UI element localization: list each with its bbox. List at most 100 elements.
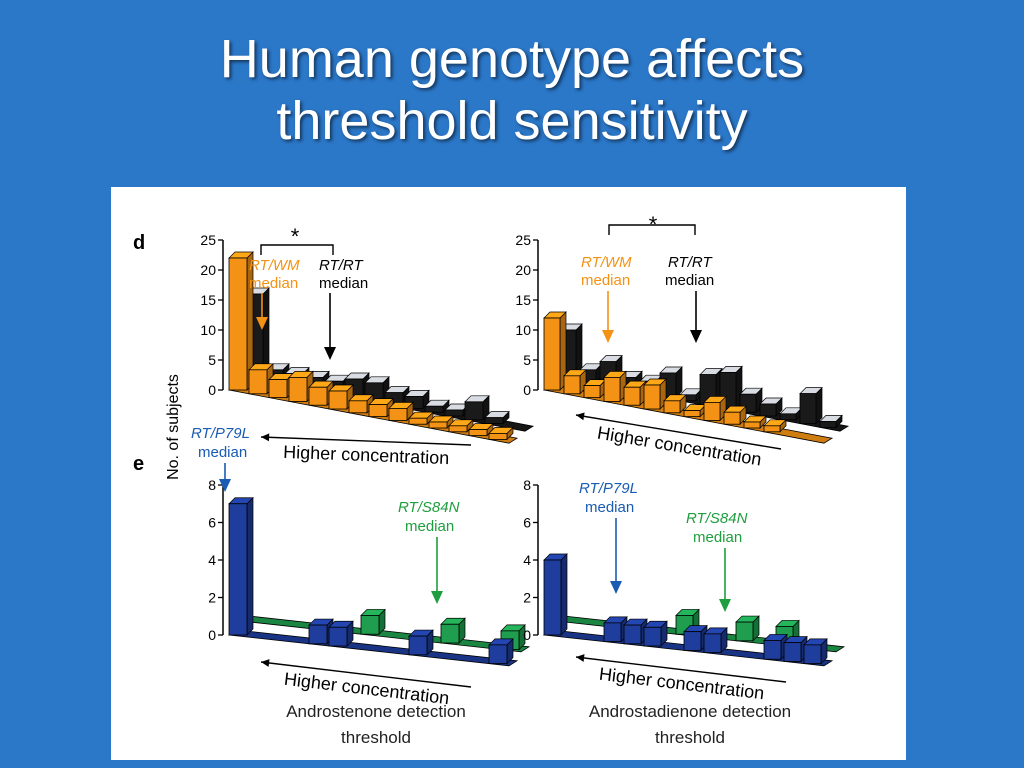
bar-rt-p79l (683, 624, 708, 652)
bar-front (468, 429, 488, 437)
significance-star-d-left: * (291, 224, 300, 249)
bar-front (408, 635, 428, 656)
bar-rt-wm (643, 378, 667, 410)
rt-p79l-median-e-left: median (198, 444, 247, 461)
bar-rt-wm (583, 378, 607, 399)
right-caption-line-1: Androstadienone detection (589, 702, 791, 721)
bar-front (743, 421, 761, 429)
y-tick-label: 20 (200, 262, 216, 278)
rt-s84n-median-e-left: median (405, 518, 454, 535)
bar-front (623, 386, 641, 406)
chart-d-right: 0 5 10 15 20 25 Higher concentration (515, 232, 850, 470)
bar-front (488, 432, 508, 440)
bar-rt-wm (368, 397, 394, 418)
bar-rt-p79l (803, 638, 828, 665)
bar-front (308, 386, 328, 406)
rt-wm-label-d-left: RT/WM (249, 257, 300, 274)
bar-front (663, 400, 681, 414)
slide-title-line-1: Human genotype affects (219, 29, 805, 89)
bar-rt-wm (603, 370, 627, 403)
significance-star-d-right: * (649, 212, 658, 237)
bar-front (603, 376, 621, 402)
x-axis-arrow-line (575, 414, 782, 450)
bar-front (779, 413, 797, 421)
bar-front (723, 411, 741, 425)
slide-title-line-2: threshold sensitivity (276, 91, 748, 151)
rt-p79l-arrowhead-e-left (219, 479, 231, 492)
bar-front (759, 403, 777, 417)
bar-front (440, 623, 460, 644)
bar-front (783, 642, 802, 662)
bar-rt-p79l (488, 638, 514, 665)
bar-rt-wm (623, 380, 647, 407)
bar-front (799, 393, 817, 425)
bar-rt-p79l (763, 633, 788, 661)
bar-side (560, 553, 568, 636)
y-axis-label: No. of subjects (165, 374, 182, 480)
bar-rt-wm (763, 418, 787, 433)
panel-e-letter: e (133, 453, 144, 475)
bar-front (408, 417, 428, 425)
x-axis-arrowhead (576, 412, 585, 421)
rt-s84n-arrowhead-e-right (719, 599, 731, 612)
y-tick-label: 4 (523, 552, 531, 568)
bar-rt-wm (743, 415, 767, 429)
slide-title: Human genotype affects threshold sensiti… (0, 28, 1024, 152)
y-tick-label: 10 (515, 322, 531, 338)
y-tick-label: 20 (515, 262, 531, 278)
rt-rt-label-d-right: RT/RT (668, 254, 713, 271)
bar-front (763, 425, 781, 433)
bar-front (228, 257, 248, 391)
bar-front (348, 400, 368, 414)
rt-s84n-arrowhead-e-left (431, 591, 443, 604)
rt-wm-label-d-right: RT/WM (581, 254, 632, 271)
significance-bracket-d-right (608, 224, 696, 235)
bar-front (819, 420, 837, 428)
x-axis-label: Higher concentration (596, 423, 763, 470)
bar-front (643, 626, 662, 647)
bar-rt-wm (448, 418, 474, 433)
y-tick-label: 6 (208, 515, 216, 531)
rt-rt-median-d-left: median (319, 275, 368, 292)
rt-wm-median-d-right: median (581, 272, 630, 289)
x-axis-arrow-line (260, 661, 472, 688)
bar-rt-wm (488, 426, 514, 441)
bar-front (683, 631, 702, 651)
left-caption-line-2: threshold (341, 728, 411, 747)
y-tick-label: 8 (208, 477, 216, 493)
bar-rt-p79l (603, 616, 628, 643)
x-axis-arrowhead (261, 433, 270, 442)
rt-wm-arrowhead-d-left (256, 317, 268, 330)
rt-wm-median-d-left: median (249, 275, 298, 292)
significance-bracket-d-left (260, 244, 334, 255)
bar-rt-wm (388, 401, 414, 422)
y-tick-label: 5 (208, 352, 216, 368)
bar-front (424, 405, 444, 413)
bar-front (563, 375, 581, 395)
bar-rt-p79l (623, 618, 648, 645)
y-tick-label: 0 (523, 627, 531, 643)
bar-rt-s84n (440, 617, 466, 644)
bar-rt-s84n (360, 608, 386, 636)
bar-rt-p79l (408, 629, 434, 656)
bar-rt-p79l (543, 553, 568, 636)
bar-front (308, 624, 328, 645)
y-tick-label: 0 (208, 382, 216, 398)
bar-rt-s84n (735, 615, 760, 642)
y-tick-label: 2 (208, 590, 216, 606)
bar-rt-rt (484, 410, 510, 425)
bar-side (246, 496, 254, 636)
bar-front (388, 407, 408, 421)
bar-rt-p79l (228, 496, 254, 636)
y-tick-label: 8 (523, 477, 531, 493)
bar-front (328, 390, 348, 410)
bar-rt-rt (819, 414, 843, 429)
bar-front (368, 404, 388, 418)
bar-rt-wm (723, 405, 747, 426)
rt-rt-label-d-left: RT/RT (319, 257, 364, 274)
bar-front (803, 644, 822, 665)
bar-rt-rt (699, 367, 723, 406)
bar-front (484, 417, 504, 425)
y-tick-label: 5 (523, 352, 531, 368)
